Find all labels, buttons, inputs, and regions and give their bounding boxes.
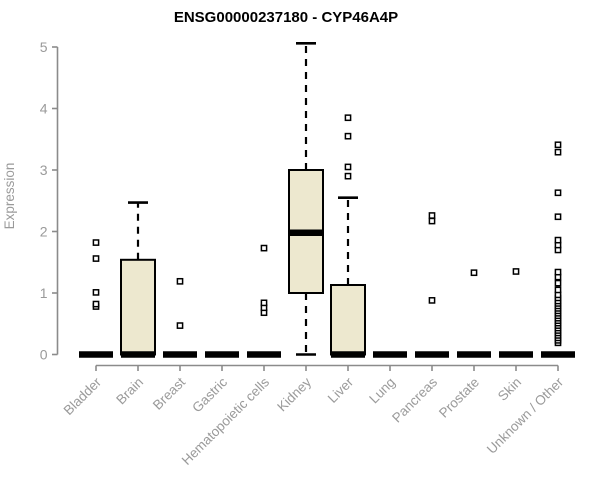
unknown-other-outlier-point — [554, 279, 562, 287]
y-tick-label: 4 — [40, 101, 48, 117]
bladder-outlier-point — [92, 255, 100, 262]
brain-box — [120, 258, 156, 356]
bladder-outlier-point — [92, 239, 100, 246]
liver-outlier-point — [344, 114, 352, 122]
y-axis-title: Expression — [2, 163, 17, 230]
liver-box — [330, 284, 366, 356]
x-category-label-breast: Breast — [150, 374, 188, 412]
x-category-label-gastric: Gastric — [189, 374, 230, 415]
x-category-label-pancreas: Pancreas — [389, 374, 440, 425]
prostate-outlier-point — [470, 269, 478, 277]
hematopoietic-cells-outlier-point — [260, 244, 268, 252]
pancreas-outlier-point — [428, 212, 436, 219]
y-tick-label: 2 — [40, 224, 48, 240]
bladder-outlier-point — [92, 289, 100, 296]
bladder-outlier-point — [92, 300, 100, 308]
x-category-label-brain: Brain — [113, 375, 146, 408]
unknown-other-outlier-point — [554, 236, 562, 244]
x-category-label-kidney: Kidney — [274, 374, 314, 414]
x-category-label-lung: Lung — [366, 375, 398, 407]
breast-outlier-point — [176, 277, 184, 285]
pancreas-outlier-point — [428, 297, 436, 304]
x-category-label-bladder: Bladder — [61, 374, 105, 418]
chart-title: ENSG00000237180 - CYP46A4P — [174, 9, 398, 26]
unknown-other-outlier-point — [554, 148, 562, 156]
liver-outlier-point — [344, 172, 352, 180]
x-category-label-skin: Skin — [495, 375, 524, 404]
pancreas-outlier-point — [428, 217, 436, 225]
unknown-other-outlier-point — [554, 268, 562, 276]
hematopoietic-cells-outlier-point — [260, 299, 268, 307]
unknown-other-outlier-point — [554, 189, 562, 197]
liver-outlier-point — [344, 132, 352, 140]
y-tick-label: 5 — [40, 39, 48, 55]
y-tick-label: 0 — [40, 347, 48, 363]
x-category-label-liver: Liver — [325, 374, 357, 406]
skin-outlier-point — [512, 268, 520, 275]
y-tick-label: 1 — [40, 285, 48, 301]
unknown-other-outlier-point — [554, 286, 562, 294]
breast-outlier-point — [176, 322, 184, 329]
x-category-label-prostate: Prostate — [436, 375, 482, 421]
x-category-label-unknown-other: Unknown / Other — [484, 374, 567, 457]
y-tick-label: 3 — [40, 162, 48, 178]
unknown-other-outlier-point — [554, 213, 562, 221]
liver-outlier-point — [344, 163, 352, 171]
unknown-other-outlier-point — [554, 141, 562, 149]
